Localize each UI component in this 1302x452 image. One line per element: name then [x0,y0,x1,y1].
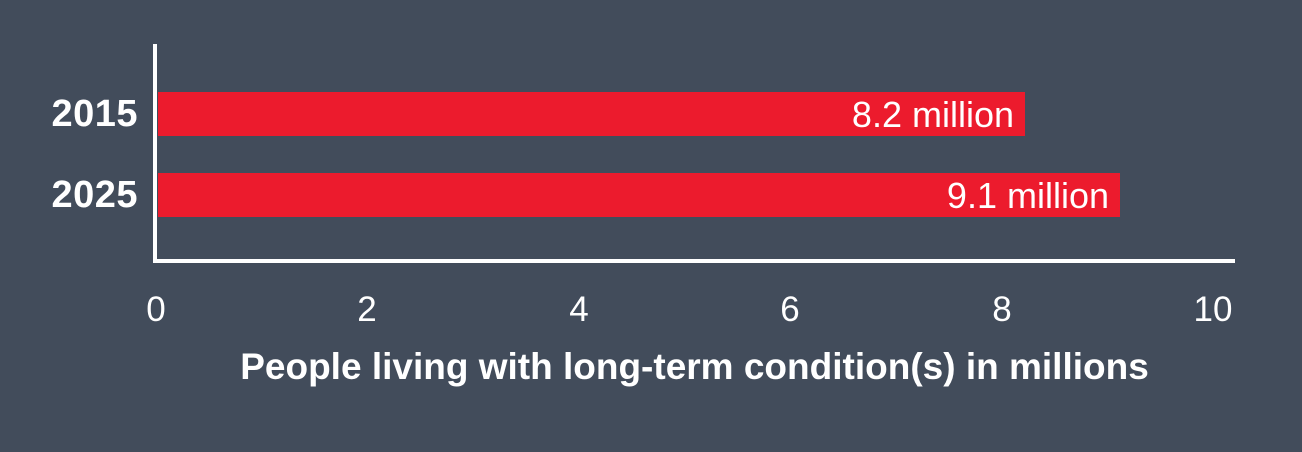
x-axis-title: People living with long-term condition(s… [240,346,1149,387]
x-tick-label: 8 [992,290,1012,329]
bar-value-label: 9.1 million [946,175,1109,216]
x-tick-label: 4 [569,290,589,329]
bar: 8.2 million [158,92,1025,136]
y-axis-line [153,44,157,263]
x-axis-line [153,259,1235,263]
bar-value-label: 8.2 million [851,94,1014,135]
x-tick-label: 0 [146,290,166,329]
x-tick-label: 6 [780,290,800,329]
x-tick-label: 10 [1193,290,1233,329]
category-label: 2015 [51,93,138,135]
category-label: 2025 [51,174,138,216]
x-tick-label: 2 [357,290,377,329]
bar: 9.1 million [158,173,1120,217]
